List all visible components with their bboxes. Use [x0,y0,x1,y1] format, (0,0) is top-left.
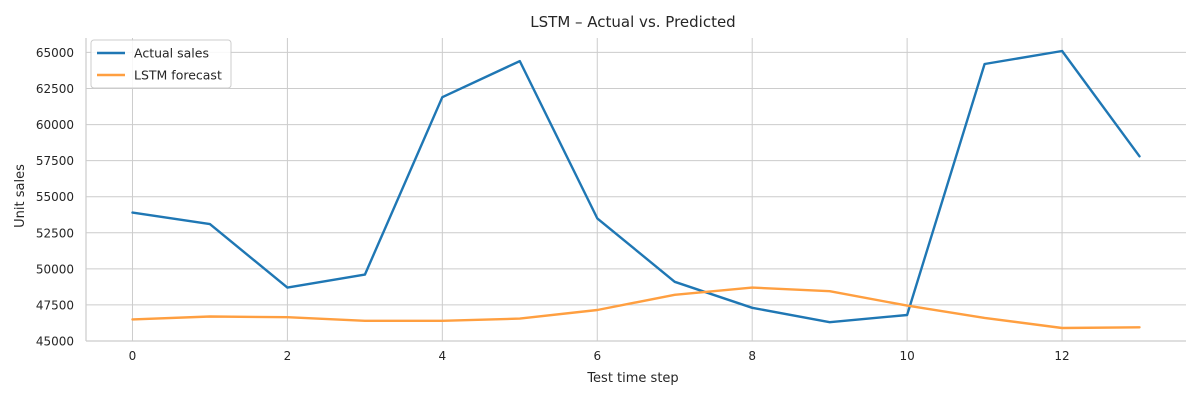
y-axis-label: Unit sales [13,164,28,228]
y-tick-label: 62500 [36,82,74,96]
y-tick-label: 50000 [36,262,74,276]
y-tick-label: 55000 [36,190,74,204]
x-tick-label: 10 [899,349,914,363]
axes [85,38,1186,342]
legend: Actual sales LSTM forecast [90,39,232,89]
x-axis-label: Test time step [586,371,678,386]
x-tick-label: 0 [129,349,137,363]
x-tick-label: 8 [748,349,756,363]
y-tick-label: 45000 [36,335,74,349]
legend-box [90,39,232,89]
legend-label-lstm-forecast: LSTM forecast [134,68,222,83]
x-tick-label: 2 [284,349,292,363]
series-lines [131,49,1141,330]
y-tick-label: 60000 [36,118,74,132]
y-tick-label: 57500 [36,154,74,168]
tick-labels: 0 2 4 6 8 10 12 45000 47500 50000 52500 55000 57500 6… [36,46,1070,363]
y-tick-label: 52500 [36,226,74,240]
legend-label-actual-sales: Actual sales [134,46,209,61]
series-line-lstm-forecast [131,286,1141,330]
chart-title: LSTM – Actual vs. Predicted [530,13,735,31]
series-line-actual-sales [131,49,1141,324]
y-tick-label: 65000 [36,46,74,60]
x-tick-label: 6 [593,349,601,363]
x-tick-label: 4 [439,349,447,363]
x-tick-label: 12 [1054,349,1069,363]
y-tick-label: 47500 [36,298,74,312]
